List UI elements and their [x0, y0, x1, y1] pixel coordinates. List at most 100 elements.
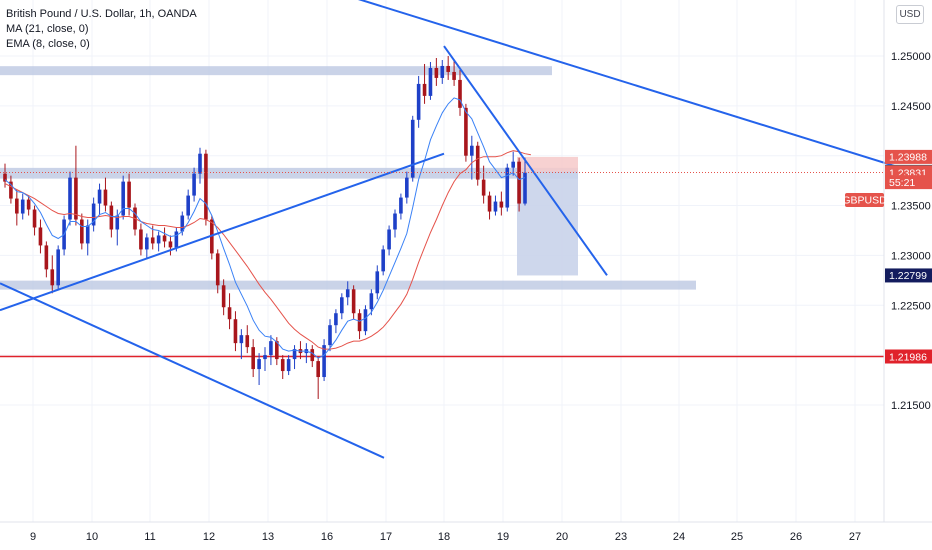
candle-body [245, 335, 250, 348]
candle-body [363, 309, 368, 332]
candle [91, 197, 96, 232]
candle-body [174, 231, 179, 248]
candle [198, 147, 202, 184]
candle [434, 57, 439, 86]
indicator-lines [4, 97, 531, 359]
candle [334, 309, 338, 334]
candle [121, 175, 125, 220]
candle [56, 245, 60, 290]
x-tick-label: 12 [203, 531, 215, 543]
candle-body [381, 249, 385, 272]
candle [239, 329, 244, 360]
trendline [357, 0, 901, 169]
candle-body [493, 201, 498, 212]
price-label-text: 1.22799 [889, 270, 927, 282]
candle [109, 201, 114, 238]
candle-body [80, 219, 84, 244]
candle [446, 56, 450, 80]
candle [340, 293, 344, 320]
candle [464, 103, 468, 162]
candle-body [446, 65, 450, 72]
candle [493, 195, 498, 216]
short-position-tool[interactable] [517, 156, 578, 276]
candle [15, 189, 19, 226]
candle-body [410, 119, 415, 178]
candle [115, 209, 120, 246]
price-label: 1.22799 [885, 268, 932, 283]
candle [322, 339, 326, 382]
candle-body [239, 335, 244, 344]
candle-body [470, 145, 474, 156]
candle-body [428, 67, 433, 96]
candle-body [357, 313, 362, 332]
candle-body [280, 359, 285, 372]
candle-body [511, 161, 515, 168]
candle [393, 209, 397, 238]
candle [204, 149, 208, 226]
candle-body [440, 65, 445, 78]
candle-body [345, 289, 350, 298]
time-axis[interactable]: 9 10 11 12 13 16 17 18 19 20 23 24 25 26 27 [30, 531, 861, 543]
take-profit-zone [517, 171, 578, 276]
price-zone [0, 167, 578, 179]
price-zone [0, 66, 552, 76]
candle [9, 175, 13, 204]
candle [168, 235, 173, 256]
candle [215, 249, 220, 294]
candle-body [505, 167, 510, 208]
candle-body [310, 349, 315, 362]
price-label-bg [885, 268, 932, 283]
candle [251, 339, 255, 378]
candle-body [192, 173, 196, 196]
candle-body [38, 227, 43, 246]
candle-body [3, 173, 7, 182]
ma-indicator-label[interactable]: MA (21, close, 0) [6, 23, 89, 35]
candle [280, 355, 285, 380]
candle [44, 241, 49, 278]
candle [74, 145, 78, 226]
candle-body [32, 209, 37, 228]
y-tick-label: 1.24500 [891, 101, 931, 113]
candle-body [20, 199, 25, 214]
horizontal-zones [0, 66, 696, 290]
candle [523, 157, 527, 206]
candle-body [186, 195, 190, 216]
currency-button[interactable]: USD [896, 5, 924, 24]
y-tick-label: 1.21500 [891, 400, 931, 412]
candle [80, 213, 84, 250]
candle [233, 311, 238, 352]
candle-body [156, 235, 161, 244]
candle [511, 151, 515, 176]
candle [399, 193, 403, 220]
candle-body [233, 319, 238, 344]
candle [481, 165, 486, 204]
y-tick-label: 1.23500 [891, 201, 931, 213]
candle [269, 335, 273, 366]
x-tick-label: 24 [673, 531, 685, 543]
candle [422, 63, 427, 104]
candle-body [121, 181, 125, 216]
candle-body [275, 341, 279, 360]
candle-body [399, 197, 403, 214]
candle [186, 189, 190, 220]
candle-body [263, 355, 267, 360]
candle-body [9, 181, 13, 199]
price-label-text: 1.21986 [889, 351, 927, 363]
candle [227, 293, 232, 330]
candle [410, 115, 415, 182]
ema-indicator-label[interactable]: EMA (8, close, 0) [6, 38, 90, 50]
x-tick-label: 23 [615, 531, 627, 543]
candle-body [517, 161, 521, 204]
candle [68, 171, 72, 226]
trendlines[interactable] [0, 0, 901, 459]
candle [505, 163, 510, 212]
candle-body [434, 67, 439, 78]
candle-body [56, 249, 60, 286]
candle-body [97, 189, 102, 204]
candle-body [487, 195, 492, 212]
candle-body [499, 201, 504, 208]
candle [487, 191, 492, 220]
candle [20, 193, 25, 220]
